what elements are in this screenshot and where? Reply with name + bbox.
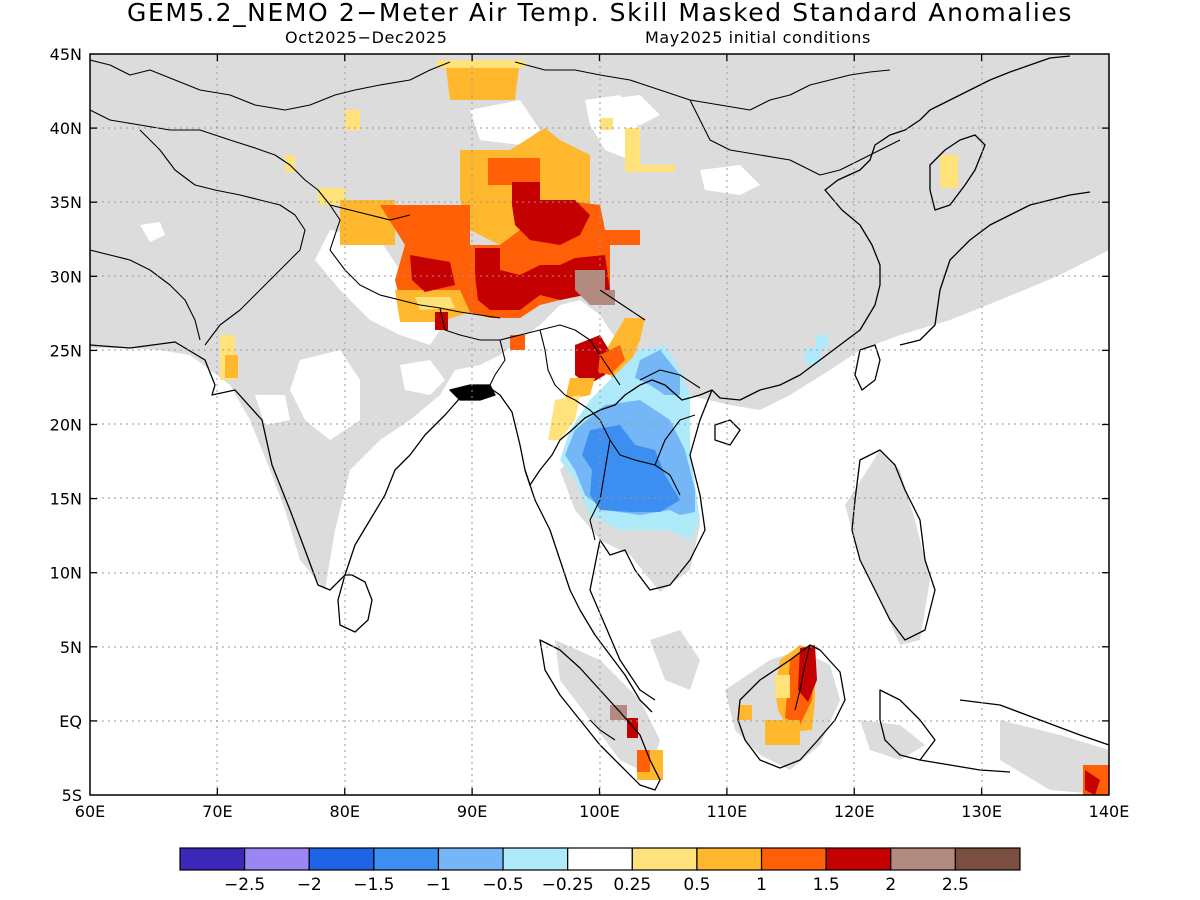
colorbar-swatch	[179, 847, 246, 871]
warm-anomaly-areas	[220, 60, 1109, 795]
lat-tick-label: 5S	[62, 786, 82, 805]
colorbar-swatch	[308, 847, 375, 871]
axis-ticks	[90, 54, 1109, 795]
latitude-axis: 45N 40N 35N 30N 25N 20N 15N 10N 5N EQ 5S	[50, 45, 82, 805]
colorbar-swatch	[373, 847, 440, 871]
initial-conditions: May2025 initial conditions	[645, 28, 871, 47]
colorbar-swatch	[244, 847, 310, 871]
colorbar-labels: −2.5 −2 −1.5 −1 −0.5 −0.25 0.25 0.5 1 1.5 2 2.5	[224, 875, 969, 895]
colorbar-swatch	[437, 847, 504, 871]
lon-tick-label: 120E	[834, 802, 875, 821]
colorbar-label: 2.5	[942, 875, 969, 895]
map-title: GEM5.2_NEMO 2−Meter Air Temp. Skill Mask…	[126, 0, 1073, 27]
colorbar-swatch	[502, 847, 569, 871]
lon-tick-label: 60E	[75, 802, 105, 821]
colorbar-swatch	[696, 847, 763, 871]
lat-tick-label: 10N	[50, 564, 82, 583]
lon-tick-label: 80E	[330, 802, 360, 821]
coastlines	[90, 55, 1109, 791]
colorbar-label: −2	[297, 875, 322, 895]
lat-tick-label: 40N	[50, 119, 82, 138]
lat-tick-label: 25N	[50, 341, 82, 360]
colorbar-label: 0.25	[613, 875, 651, 895]
lat-lon-grid	[90, 54, 1109, 795]
colorbar-swatch	[890, 847, 956, 871]
lat-tick-label: 45N	[50, 45, 82, 64]
lon-tick-label: 90E	[457, 802, 487, 821]
lon-tick-label: 70E	[202, 802, 232, 821]
colorbar-label: −1.5	[353, 875, 394, 895]
colorbar-swatch	[631, 847, 698, 871]
colorbar-label: −1	[426, 875, 451, 895]
colorbar-swatch	[567, 847, 633, 871]
longitude-axis: 60E 70E 80E 90E 100E 110E 120E 130E 140E	[75, 802, 1130, 821]
lat-tick-label: 5N	[60, 638, 82, 657]
colorbar-label: 1	[756, 875, 767, 895]
lat-tick-label: 35N	[50, 193, 82, 212]
colorbar-label: 0.5	[683, 875, 710, 895]
colorbar-label: 2	[885, 875, 896, 895]
lon-tick-label: 100E	[579, 802, 620, 821]
lat-tick-label: 30N	[50, 267, 82, 286]
lat-tick-label: 15N	[50, 490, 82, 509]
map-plot	[90, 54, 1109, 795]
country-borders	[90, 59, 901, 741]
lat-tick-label: EQ	[59, 712, 82, 731]
colorbar-label: −0.25	[542, 875, 594, 895]
colorbar-label: −0.5	[482, 875, 523, 895]
lat-tick-label: 20N	[50, 416, 82, 435]
colorbar-swatch	[825, 847, 892, 871]
lon-tick-label: 140E	[1089, 802, 1130, 821]
colorbar-swatch	[760, 847, 827, 871]
lon-tick-label: 110E	[707, 802, 748, 821]
cool-anomaly-areas	[560, 335, 828, 540]
colorbar-label: −2.5	[224, 875, 265, 895]
colorbar-swatch	[954, 847, 1021, 871]
colorbar	[179, 847, 1021, 871]
lon-tick-label: 130E	[961, 802, 1002, 821]
forecast-period: Oct2025−Dec2025	[285, 28, 448, 47]
colorbar-label: 1.5	[813, 875, 840, 895]
